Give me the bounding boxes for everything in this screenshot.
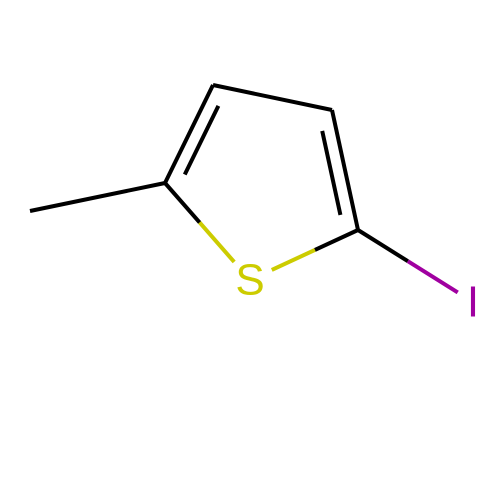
bond — [185, 106, 219, 175]
bond-half — [165, 183, 200, 222]
bond — [213, 85, 332, 110]
bond-half — [200, 222, 235, 261]
molecule-diagram: SI — [0, 0, 500, 500]
bond — [332, 110, 358, 230]
atom-labels-layer: SI — [235, 256, 479, 327]
atom-label-i: I — [467, 278, 479, 327]
bond — [30, 183, 165, 211]
bond-half — [358, 230, 408, 261]
atom-label-s: S — [235, 256, 264, 305]
bond-half — [315, 230, 358, 250]
bond-half — [272, 250, 315, 270]
bond-half — [408, 261, 458, 292]
